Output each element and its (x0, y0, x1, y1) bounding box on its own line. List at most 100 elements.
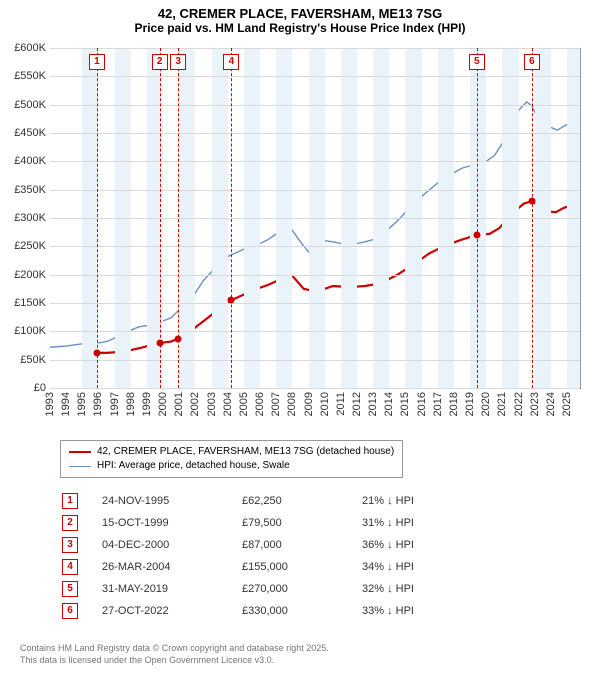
sale-marker-line (532, 48, 533, 388)
sale-index-box: 2 (62, 515, 78, 531)
sale-marker-box: 4 (223, 54, 239, 70)
y-tick-label: £50K (0, 354, 46, 366)
hgrid-line (50, 360, 580, 361)
y-tick-label: £250K (0, 240, 46, 252)
sale-date: 04-DEC-2000 (102, 539, 242, 551)
series-line (97, 201, 572, 353)
hgrid-line (50, 218, 580, 219)
y-tick-label: £150K (0, 297, 46, 309)
hgrid-line (50, 48, 580, 49)
chart-container: 42, CREMER PLACE, FAVERSHAM, ME13 7SG Pr… (0, 0, 600, 680)
x-tick-label: 2008 (286, 392, 298, 416)
x-tick-label: 1996 (92, 392, 104, 416)
x-tick-label: 2017 (432, 392, 444, 416)
hgrid-line (50, 105, 580, 106)
sale-date: 26-MAR-2004 (102, 561, 242, 573)
chart-title: 42, CREMER PLACE, FAVERSHAM, ME13 7SG (0, 0, 600, 21)
hgrid-line (50, 275, 580, 276)
footer-line2: This data is licensed under the Open Gov… (20, 654, 329, 666)
sale-price: £155,000 (242, 561, 362, 573)
x-tick-label: 2022 (513, 392, 525, 416)
x-tick-label: 2021 (496, 392, 508, 416)
x-tick-label: 2016 (416, 392, 428, 416)
hgrid-line (50, 246, 580, 247)
sale-dot (473, 232, 480, 239)
sale-dot (228, 297, 235, 304)
x-tick-label: 1994 (60, 392, 72, 416)
y-tick-label: £300K (0, 212, 46, 224)
y-tick-label: £400K (0, 155, 46, 167)
x-tick-label: 2020 (480, 392, 492, 416)
chart-subtitle: Price paid vs. HM Land Registry's House … (0, 21, 600, 35)
x-tick-label: 2003 (206, 392, 218, 416)
y-tick-label: £200K (0, 269, 46, 281)
sale-price: £330,000 (242, 605, 362, 617)
y-tick-label: £0 (0, 382, 46, 394)
x-tick-label: 1998 (125, 392, 137, 416)
sale-diff: 36% ↓ HPI (362, 539, 462, 551)
hgrid-line (50, 331, 580, 332)
hgrid-line (50, 388, 580, 389)
legend-swatch (69, 451, 91, 453)
sale-marker-box: 1 (89, 54, 105, 70)
sale-row: 531-MAY-2019£270,00032% ↓ HPI (62, 578, 462, 600)
x-tick-label: 2002 (189, 392, 201, 416)
x-tick-label: 2023 (529, 392, 541, 416)
sale-diff: 31% ↓ HPI (362, 517, 462, 529)
sale-marker-line (231, 48, 232, 388)
x-tick-label: 1999 (141, 392, 153, 416)
x-tick-label: 2010 (319, 392, 331, 416)
footer-line1: Contains HM Land Registry data © Crown c… (20, 642, 329, 654)
sales-table: 1 24-NOV-1995£62,25021% ↓ HPI 2 15-OCT-1999… (62, 490, 462, 622)
hgrid-line (50, 161, 580, 162)
sale-date: 31-MAY-2019 (102, 583, 242, 595)
sale-dot (528, 198, 535, 205)
legend-swatch (69, 466, 91, 467)
sale-price: £62,250 (242, 495, 362, 507)
hgrid-line (50, 190, 580, 191)
sale-price: £87,000 (242, 539, 362, 551)
legend-item: 42, CREMER PLACE, FAVERSHAM, ME13 7SG (d… (69, 445, 394, 459)
x-tick-label: 2005 (238, 392, 250, 416)
sale-dot (156, 339, 163, 346)
x-tick-label: 2009 (303, 392, 315, 416)
sale-diff: 32% ↓ HPI (362, 583, 462, 595)
y-tick-label: £500K (0, 99, 46, 111)
sale-marker-box: 3 (170, 54, 186, 70)
sale-dot (93, 349, 100, 356)
hgrid-line (50, 133, 580, 134)
x-tick-label: 2011 (335, 392, 347, 416)
legend-label: 42, CREMER PLACE, FAVERSHAM, ME13 7SG (d… (97, 445, 394, 459)
sale-row: 304-DEC-2000£87,00036% ↓ HPI (62, 534, 462, 556)
x-tick-label: 2018 (448, 392, 460, 416)
x-tick-label: 2025 (561, 392, 573, 416)
legend-label: HPI: Average price, detached house, Swal… (97, 459, 290, 473)
x-tick-label: 1997 (109, 392, 121, 416)
x-tick-label: 2006 (254, 392, 266, 416)
x-tick-label: 1995 (76, 392, 88, 416)
sale-index-box: 1 (62, 493, 78, 509)
x-tick-label: 2015 (399, 392, 411, 416)
x-tick-label: 2024 (545, 392, 557, 416)
sale-row: 627-OCT-2022£330,00033% ↓ HPI (62, 600, 462, 622)
legend-item: HPI: Average price, detached house, Swal… (69, 459, 394, 473)
sale-row: 4 26-MAR-2004£155,00034% ↓ HPI (62, 556, 462, 578)
sale-diff: 21% ↓ HPI (362, 495, 462, 507)
plot-region: 123456 (50, 48, 581, 389)
sale-index-box: 4 (62, 559, 78, 575)
sale-diff: 34% ↓ HPI (362, 561, 462, 573)
sale-date: 15-OCT-1999 (102, 517, 242, 529)
y-tick-label: £600K (0, 42, 46, 54)
x-tick-label: 2012 (351, 392, 363, 416)
sale-price: £79,500 (242, 517, 362, 529)
sale-marker-box: 2 (152, 54, 168, 70)
x-tick-label: 2014 (383, 392, 395, 416)
hgrid-line (50, 76, 580, 77)
y-tick-label: £350K (0, 184, 46, 196)
sale-price: £270,000 (242, 583, 362, 595)
footer-attribution: Contains HM Land Registry data © Crown c… (20, 642, 329, 666)
sale-marker-line (97, 48, 98, 388)
sale-index-box: 6 (62, 603, 78, 619)
sale-date: 24-NOV-1995 (102, 495, 242, 507)
x-tick-label: 2007 (270, 392, 282, 416)
